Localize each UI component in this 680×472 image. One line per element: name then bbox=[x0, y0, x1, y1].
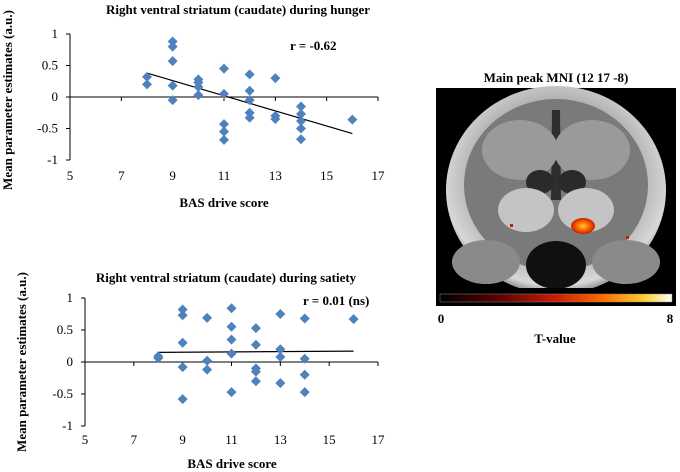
data-point bbox=[296, 101, 306, 112]
x-tick-label: 9 bbox=[179, 432, 186, 447]
data-point bbox=[167, 56, 178, 67]
data-point bbox=[226, 334, 237, 345]
data-point bbox=[244, 107, 255, 118]
data-point bbox=[193, 90, 204, 101]
x-tick-label: 13 bbox=[269, 168, 282, 183]
data-point bbox=[299, 387, 310, 398]
x-tick-label: 5 bbox=[67, 168, 74, 183]
data-point bbox=[244, 95, 255, 106]
data-point bbox=[270, 114, 281, 125]
data-point bbox=[299, 313, 310, 324]
y-tick-label: -0.5 bbox=[37, 121, 58, 136]
chart-ticks: 1 0.5 0 -0.5 -1 5 7 9 11 13 15 17 bbox=[37, 26, 385, 183]
y-tick-label: 1 bbox=[67, 290, 74, 305]
data-point bbox=[202, 355, 213, 366]
data-point bbox=[348, 314, 359, 325]
data-point bbox=[202, 364, 213, 375]
data-point bbox=[299, 353, 310, 364]
x-axis-label: BAS drive score bbox=[187, 456, 277, 471]
data-point bbox=[299, 369, 310, 380]
data-point bbox=[167, 80, 178, 91]
y-tick-label: -1 bbox=[62, 418, 73, 433]
data-point bbox=[296, 115, 306, 126]
data-point bbox=[177, 304, 188, 315]
data-point bbox=[219, 134, 229, 145]
data-point bbox=[296, 109, 306, 120]
x-axis-label: BAS drive score bbox=[179, 195, 269, 210]
data-point bbox=[153, 353, 164, 364]
data-point bbox=[296, 123, 306, 134]
x-tick-label: 7 bbox=[131, 432, 138, 447]
y-tick-label: 1 bbox=[52, 26, 59, 41]
data-point bbox=[226, 387, 237, 398]
chart-points bbox=[142, 36, 358, 145]
data-point bbox=[142, 71, 152, 82]
data-point bbox=[244, 69, 255, 80]
data-point bbox=[177, 337, 188, 348]
data-point bbox=[275, 309, 286, 319]
data-point bbox=[270, 73, 281, 84]
x-tick-label: 11 bbox=[218, 168, 231, 183]
data-point bbox=[167, 36, 178, 47]
y-tick-label: 0 bbox=[52, 89, 59, 104]
chart-annotation: r = 0.01 (ns) bbox=[303, 293, 369, 308]
y-axis-label: Mean parameter estimates (a.u.) bbox=[14, 272, 29, 452]
x-tick-label: 13 bbox=[274, 432, 287, 447]
data-point bbox=[177, 310, 188, 321]
data-point bbox=[347, 114, 358, 125]
x-tick-label: 17 bbox=[372, 168, 386, 183]
data-point bbox=[177, 362, 188, 373]
y-tick-label: 0 bbox=[67, 354, 74, 369]
chart-title: Right ventral striatum (caudate) during … bbox=[96, 270, 357, 285]
data-point bbox=[226, 348, 237, 359]
data-point bbox=[296, 134, 306, 145]
data-point bbox=[250, 339, 261, 350]
data-point bbox=[167, 95, 178, 106]
data-point bbox=[250, 366, 261, 377]
data-point bbox=[244, 112, 255, 123]
y-tick-label: -0.5 bbox=[52, 386, 73, 401]
data-point bbox=[177, 394, 188, 405]
data-point bbox=[275, 344, 286, 355]
trend-line bbox=[158, 350, 354, 353]
y-tick-label: -1 bbox=[47, 152, 58, 167]
x-tick-label: 5 bbox=[82, 432, 89, 447]
data-point bbox=[250, 323, 261, 334]
data-point bbox=[202, 312, 213, 323]
chart-title: Right ventral striatum (caudate) during … bbox=[106, 2, 370, 17]
chart-points bbox=[153, 303, 359, 405]
data-point bbox=[226, 321, 237, 332]
y-tick-label: 0.5 bbox=[42, 58, 58, 73]
data-point bbox=[219, 119, 229, 130]
data-point bbox=[142, 79, 152, 90]
data-point bbox=[275, 351, 286, 362]
data-point bbox=[193, 81, 204, 92]
data-point bbox=[219, 63, 229, 74]
x-tick-label: 17 bbox=[372, 432, 386, 447]
data-point bbox=[275, 378, 286, 389]
data-point bbox=[219, 126, 229, 137]
data-point bbox=[250, 376, 261, 387]
x-tick-label: 15 bbox=[323, 432, 336, 447]
x-tick-label: 11 bbox=[225, 432, 238, 447]
chart-ticks: 1 0.5 0 -0.5 -1 5 7 9 11 13 15 17 bbox=[52, 290, 385, 447]
data-point bbox=[219, 88, 229, 99]
data-point bbox=[167, 41, 178, 52]
y-tick-label: 0.5 bbox=[57, 322, 73, 337]
data-point bbox=[226, 303, 237, 314]
x-tick-label: 7 bbox=[118, 168, 125, 183]
chart-annotation: r = -0.62 bbox=[290, 38, 337, 53]
x-tick-label: 9 bbox=[169, 168, 176, 183]
y-axis-label: Mean parameter estimates (a.u.) bbox=[0, 10, 15, 190]
data-point bbox=[244, 85, 255, 96]
x-tick-label: 15 bbox=[320, 168, 333, 183]
